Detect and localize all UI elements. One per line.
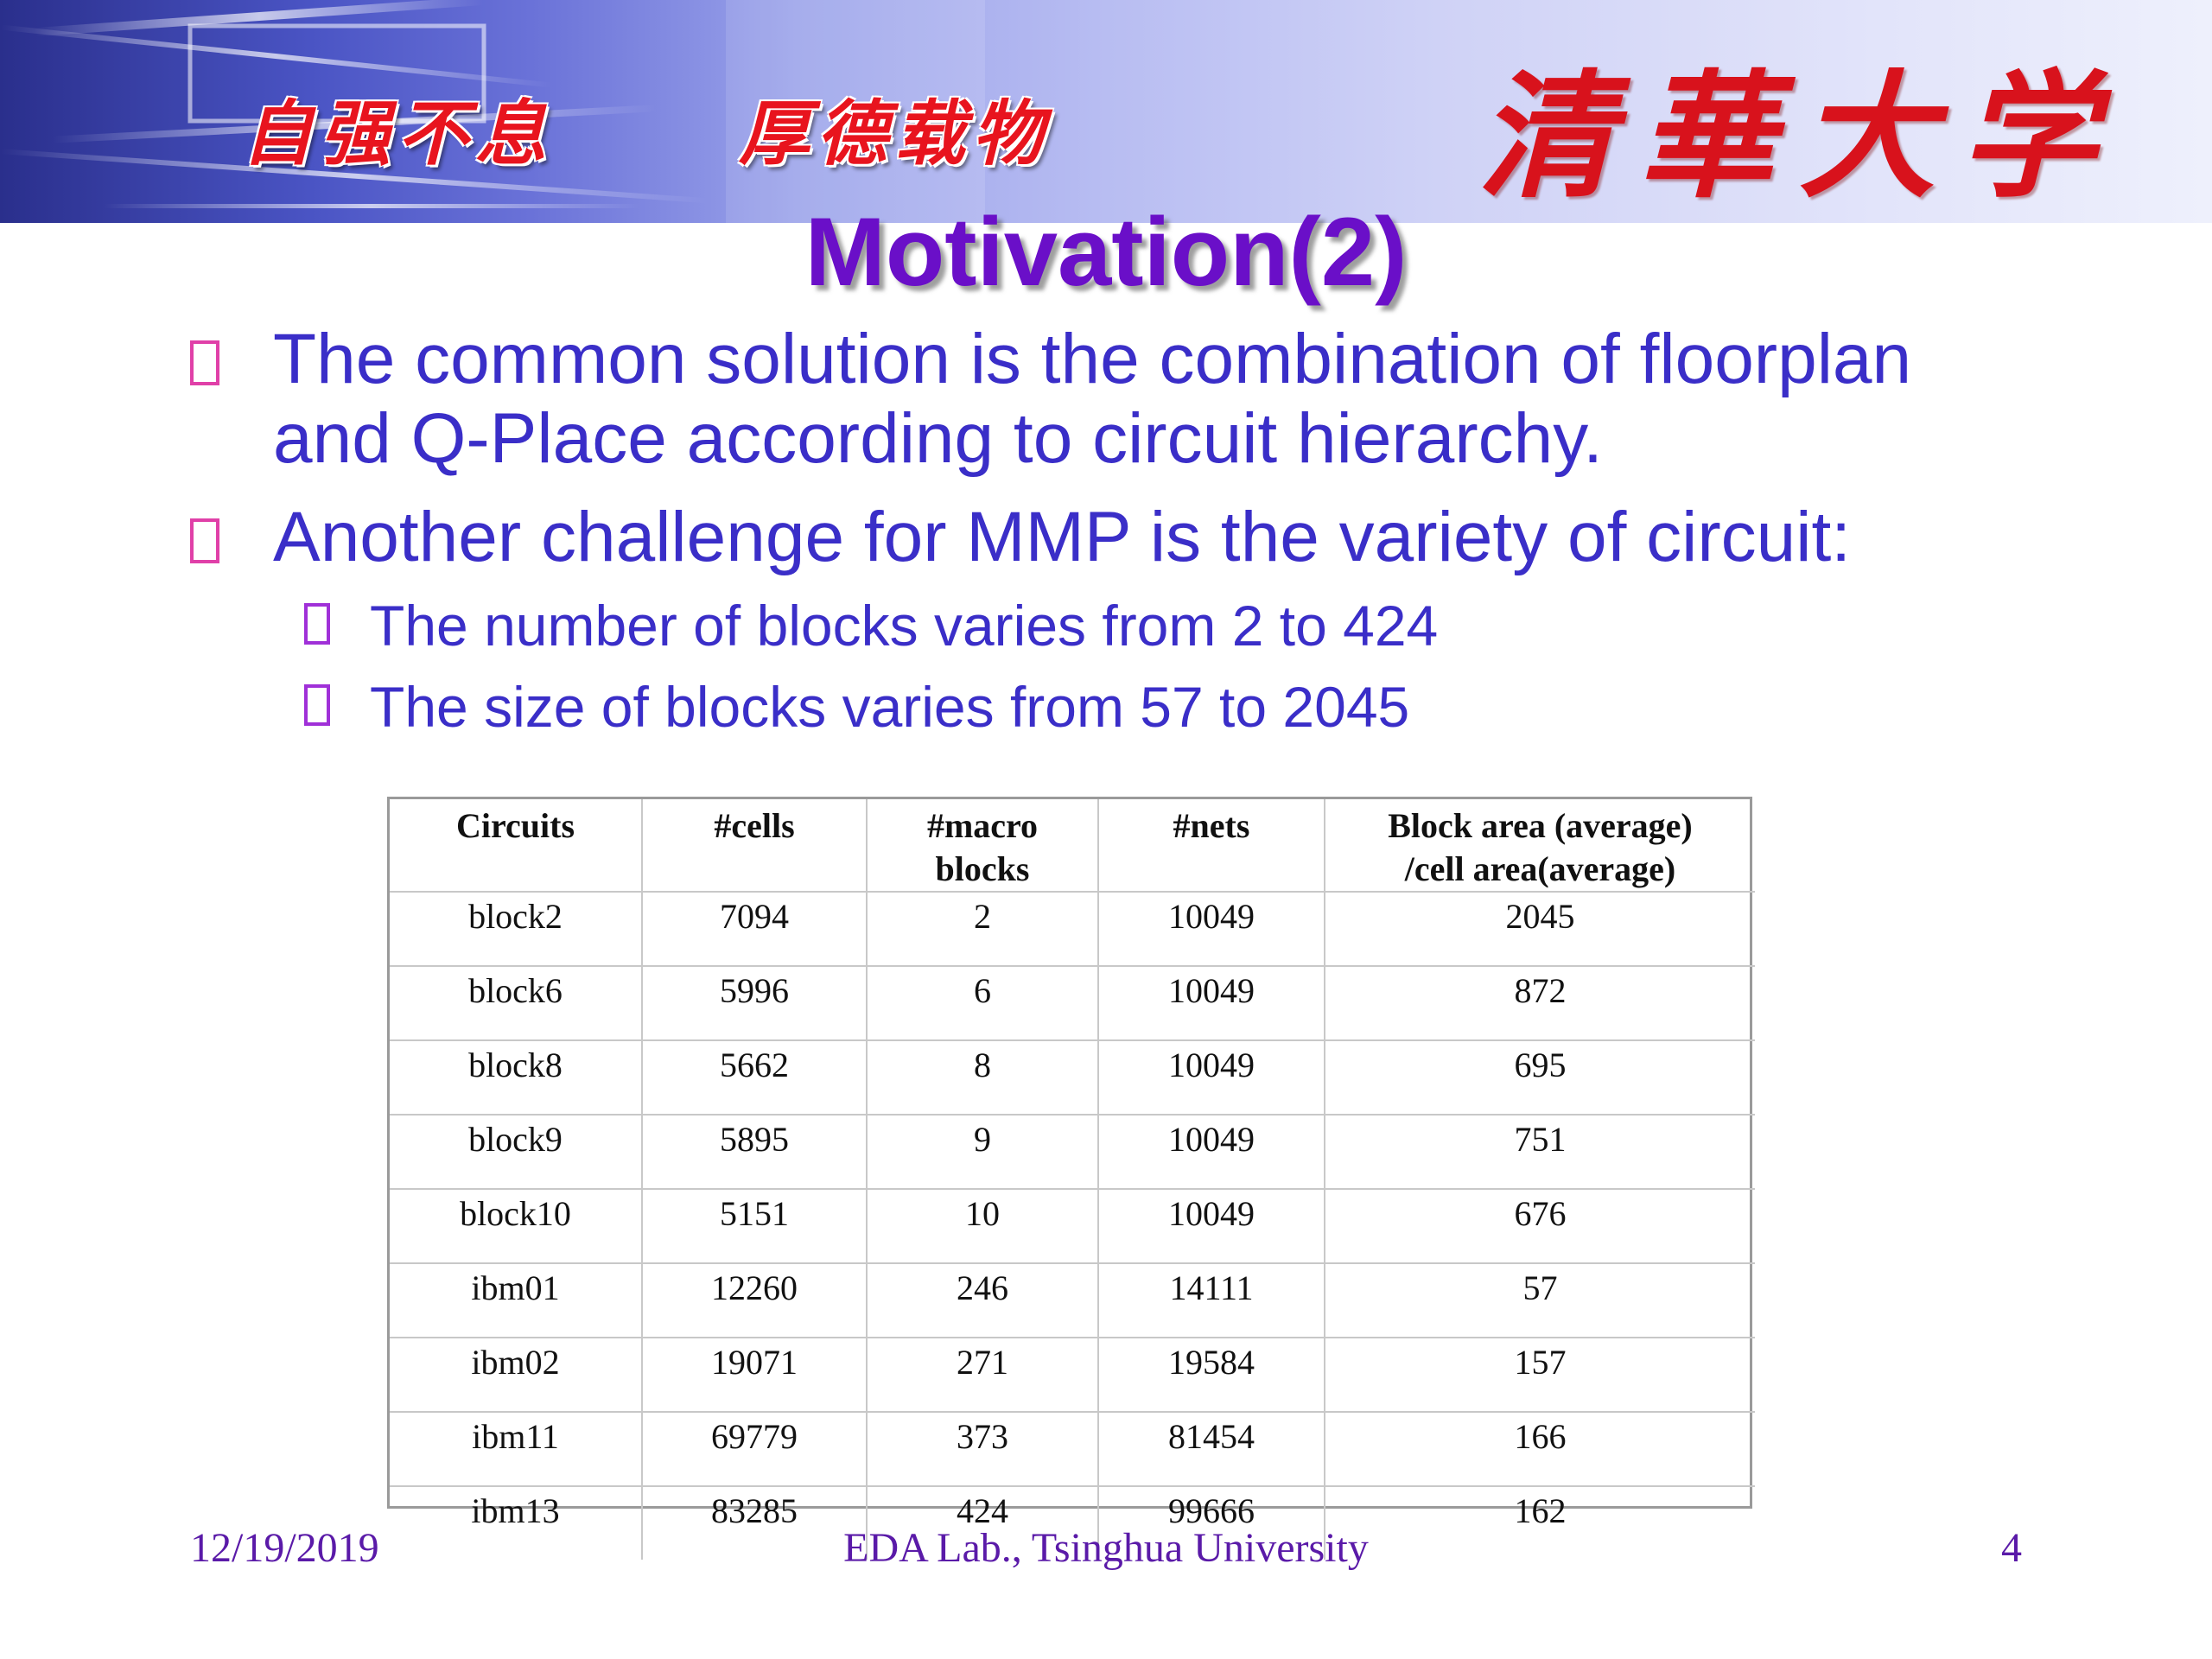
bullet-item: Another challenge for MMP is the variety… [190,498,2018,577]
table-cell: 10049 [1097,1114,1325,1190]
table-cell: 373 [866,1411,1099,1487]
table-cell: 19071 [641,1337,868,1413]
banner-motto-left: 自强不息 [242,92,553,175]
table-row: block6 5996 6 10049 872 [390,965,1755,1041]
column-header-cells: #cells [641,799,868,893]
table-cell: 10049 [1097,891,1325,967]
table-cell: 10 [866,1188,1099,1264]
table-cell: 5895 [641,1114,868,1190]
table-cell: 751 [1324,1114,1755,1190]
table-cell: 2 [866,891,1099,967]
table-cell: 9 [866,1114,1099,1190]
table-cell: 7094 [641,891,868,967]
bullet-marker-icon [190,518,219,563]
table-cell: 162 [1324,1485,1755,1560]
table-row: block8 5662 8 10049 695 [390,1039,1755,1116]
table-cell: 676 [1324,1188,1755,1264]
table-cell: 99666 [1097,1485,1325,1560]
table-row: ibm13 83285 424 99666 162 [390,1485,1755,1560]
sub-bullet-item: The number of blocks varies from 2 to 42… [304,591,1925,660]
table-cell: 57 [1324,1262,1755,1338]
column-header-circuits: Circuits [390,799,643,893]
column-header-macro-blocks: #macro blocks [866,799,1099,893]
table-cell: 872 [1324,965,1755,1041]
table-row: block10 5151 10 10049 676 [390,1188,1755,1264]
column-header-nets: #nets [1097,799,1325,893]
table-row: ibm01 12260 246 14111 57 [390,1262,1755,1338]
bullet-text: The common solution is the combination o… [273,320,1912,478]
university-logo-calligraphy: 清華大学 [1478,57,2120,217]
table-header-row: Circuits #cells #macro blocks #nets Bloc… [390,799,1755,893]
table-cell: ibm02 [390,1337,643,1413]
table-cell: 5151 [641,1188,868,1264]
banner-motto-right: 厚德载物 [739,92,1050,175]
table-cell: 19584 [1097,1337,1325,1413]
table-cell: 8 [866,1039,1099,1116]
table-cell: 10049 [1097,1188,1325,1264]
column-header-block-area-ratio: Block area (average) /cell area(average) [1324,799,1755,893]
footer-lab-name: EDA Lab., Tsinghua University [843,1525,1369,1571]
header-banner: 自强不息 厚德载物 清華大学 [0,0,2212,223]
table-cell: 69779 [641,1411,868,1487]
table-cell: 5662 [641,1039,868,1116]
table-cell: 83285 [641,1485,868,1560]
table-cell: 166 [1324,1411,1755,1487]
table-cell: block9 [390,1114,643,1190]
sub-bullet-marker-icon [304,684,330,726]
sub-bullet-text: The size of blocks varies from 57 to 204… [370,675,1410,739]
table-row: block9 5895 9 10049 751 [390,1114,1755,1190]
table-cell: 271 [866,1337,1099,1413]
table-cell: block10 [390,1188,643,1264]
table-cell: 695 [1324,1039,1755,1116]
table-cell: ibm11 [390,1411,643,1487]
sub-bullet-marker-icon [304,603,330,645]
table-cell: 5996 [641,965,868,1041]
bullet-text: Another challenge for MMP is the variety… [273,498,1852,576]
table-cell: 424 [866,1485,1099,1560]
table-cell: 14111 [1097,1262,1325,1338]
table-cell: block6 [390,965,643,1041]
table-row: ibm11 69779 373 81454 166 [390,1411,1755,1487]
bullet-marker-icon [190,340,219,385]
sub-bullet-item: The size of blocks varies from 57 to 204… [304,672,1925,741]
table-cell: ibm13 [390,1485,643,1560]
table-cell: ibm01 [390,1262,643,1338]
table-row: block2 7094 2 10049 2045 [390,891,1755,967]
bullet-item: The common solution is the combination o… [190,320,2018,479]
table-cell: block8 [390,1039,643,1116]
slide-title: Motivation(2) [804,198,1408,306]
table-cell: 12260 [641,1262,868,1338]
table-cell: 10049 [1097,965,1325,1041]
sub-bullet-text: The number of blocks varies from 2 to 42… [370,594,1439,658]
table-row: ibm02 19071 271 19584 157 [390,1337,1755,1413]
banner-light-streaks [0,0,985,223]
table-cell: 81454 [1097,1411,1325,1487]
footer-page-number: 4 [2001,1525,2022,1571]
table-cell: block2 [390,891,643,967]
footer-date: 12/19/2019 [190,1525,379,1571]
table-cell: 157 [1324,1337,1755,1413]
circuit-table: Circuits #cells #macro blocks #nets Bloc… [387,797,1755,1560]
table-cell: 246 [866,1262,1099,1338]
table-cell: 10049 [1097,1039,1325,1116]
table-cell: 6 [866,965,1099,1041]
table-cell: 2045 [1324,891,1755,967]
